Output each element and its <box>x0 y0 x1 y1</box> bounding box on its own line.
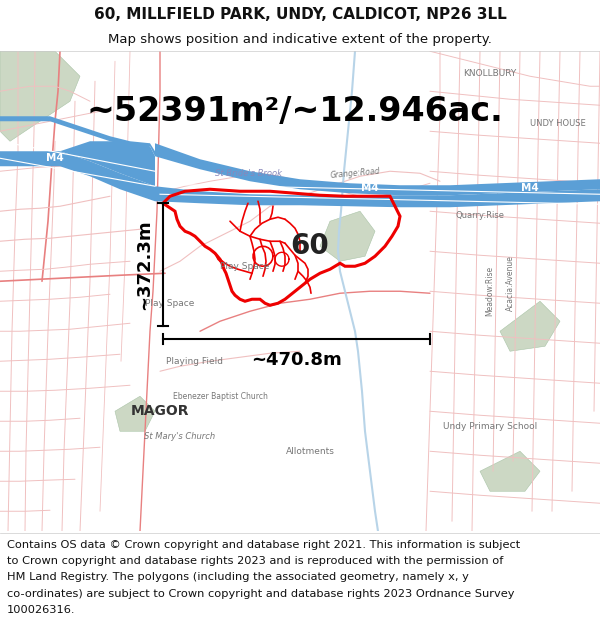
Text: M4: M4 <box>521 183 539 193</box>
Text: Play Space: Play Space <box>220 262 269 271</box>
Text: 60: 60 <box>290 232 329 260</box>
Text: Allotments: Allotments <box>286 447 334 456</box>
Text: ~372.3m: ~372.3m <box>135 219 153 310</box>
Text: co-ordinates) are subject to Crown copyright and database rights 2023 Ordnance S: co-ordinates) are subject to Crown copyr… <box>7 589 515 599</box>
Polygon shape <box>0 51 80 141</box>
Text: Acacia:Avenue: Acacia:Avenue <box>505 255 515 311</box>
Polygon shape <box>155 143 600 195</box>
Text: Play Space: Play Space <box>145 299 194 308</box>
Text: ~470.8m: ~470.8m <box>251 351 342 369</box>
Text: Undy Primary School: Undy Primary School <box>443 422 537 431</box>
Text: KNOLLBURY: KNOLLBURY <box>463 69 517 78</box>
Text: M4: M4 <box>46 153 64 163</box>
Text: 60, MILLFIELD PARK, UNDY, CALDICOT, NP26 3LL: 60, MILLFIELD PARK, UNDY, CALDICOT, NP26… <box>94 7 506 22</box>
Text: Quarry:Rise: Quarry:Rise <box>455 211 504 220</box>
Text: Meadow:Rise: Meadow:Rise <box>485 266 494 316</box>
Text: MAGOR: MAGOR <box>131 404 189 418</box>
Text: Ebenezer Baptist Church: Ebenezer Baptist Church <box>173 392 268 401</box>
Text: Map shows position and indicative extent of the property.: Map shows position and indicative extent… <box>108 34 492 46</box>
Text: St Bride's Brook: St Bride's Brook <box>215 169 282 177</box>
Text: ~52391m²/~12.946ac.: ~52391m²/~12.946ac. <box>86 95 503 128</box>
Polygon shape <box>0 151 155 201</box>
Polygon shape <box>320 211 375 261</box>
Text: St Mary's Church: St Mary's Church <box>145 432 215 441</box>
Text: 100026316.: 100026316. <box>7 605 76 615</box>
Polygon shape <box>155 186 600 208</box>
Text: to Crown copyright and database rights 2023 and is reproduced with the permissio: to Crown copyright and database rights 2… <box>7 556 503 566</box>
Polygon shape <box>60 141 155 186</box>
Polygon shape <box>115 396 155 431</box>
Text: Playing Field: Playing Field <box>167 357 223 366</box>
Polygon shape <box>500 301 560 351</box>
Text: UNDY HOUSE: UNDY HOUSE <box>530 119 586 127</box>
Polygon shape <box>0 116 155 156</box>
Text: Grange:Road: Grange:Road <box>330 167 381 180</box>
Polygon shape <box>480 451 540 491</box>
Text: M4: M4 <box>361 183 379 193</box>
Text: HM Land Registry. The polygons (including the associated geometry, namely x, y: HM Land Registry. The polygons (includin… <box>7 572 469 582</box>
Text: Contains OS data © Crown copyright and database right 2021. This information is : Contains OS data © Crown copyright and d… <box>7 539 520 550</box>
